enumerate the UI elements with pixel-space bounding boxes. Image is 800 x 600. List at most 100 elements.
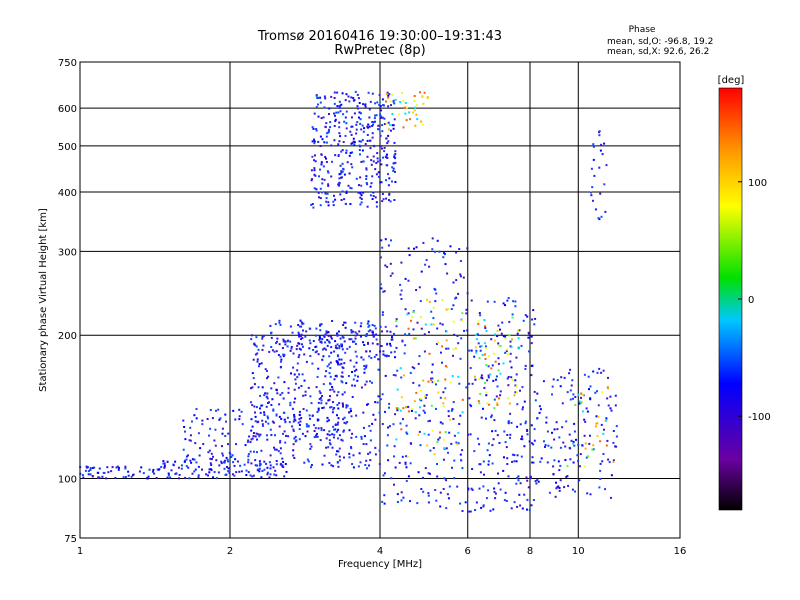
echo-point xyxy=(577,443,580,446)
echo-point xyxy=(417,433,420,436)
echo-point xyxy=(289,340,292,343)
echo-point xyxy=(369,147,372,150)
echo-point xyxy=(359,196,362,199)
echo-point xyxy=(122,476,125,479)
echo-point xyxy=(279,323,282,326)
echo-point xyxy=(485,394,488,397)
echo-point xyxy=(452,418,455,420)
echo-point xyxy=(96,471,99,474)
echo-point xyxy=(359,153,361,156)
echo-point xyxy=(386,354,389,357)
echo-point xyxy=(479,463,482,466)
echo-point xyxy=(206,418,209,420)
echo-point xyxy=(235,471,238,474)
echo-point xyxy=(359,203,362,206)
echo-point xyxy=(504,304,506,307)
echo-point xyxy=(319,397,322,399)
echo-point xyxy=(489,509,492,512)
echo-point xyxy=(345,406,348,409)
echo-point xyxy=(608,461,611,464)
echo-point xyxy=(407,247,410,250)
echo-point xyxy=(440,351,442,354)
x-tick-label: 6 xyxy=(465,546,471,557)
echo-point xyxy=(235,443,237,446)
echo-point xyxy=(309,395,312,398)
echo-point xyxy=(153,472,156,475)
echo-point xyxy=(193,414,196,417)
echo-point xyxy=(405,406,407,409)
echo-point xyxy=(550,446,553,449)
echo-point xyxy=(381,246,384,249)
echo-point xyxy=(537,480,540,483)
echo-point xyxy=(266,471,269,474)
echo-point xyxy=(305,425,308,428)
echo-point xyxy=(443,447,446,450)
echo-point xyxy=(258,470,261,473)
echo-point xyxy=(473,375,476,378)
echo-point xyxy=(499,390,502,393)
x-axis-label: Frequency [MHz] xyxy=(338,559,422,570)
echo-point xyxy=(405,119,408,122)
echo-point xyxy=(506,434,509,436)
echo-point xyxy=(491,462,494,465)
echo-point xyxy=(270,404,273,406)
echo-point xyxy=(339,164,342,167)
echo-point xyxy=(486,402,489,405)
echo-point xyxy=(105,477,108,480)
echo-point xyxy=(527,336,530,339)
echo-point xyxy=(506,353,509,356)
echo-point xyxy=(531,461,534,464)
echo-point xyxy=(213,439,216,442)
echo-point xyxy=(599,440,602,443)
echo-point xyxy=(293,415,296,418)
echo-point xyxy=(307,386,310,389)
echo-point xyxy=(341,402,344,405)
echo-point xyxy=(250,334,253,337)
echo-point xyxy=(252,435,255,437)
echo-point xyxy=(340,171,343,174)
echo-point xyxy=(324,126,327,129)
echo-point xyxy=(469,367,472,369)
echo-point xyxy=(381,116,384,119)
echo-point xyxy=(411,408,414,410)
echo-point xyxy=(362,160,365,163)
echo-point xyxy=(490,416,493,419)
echo-point xyxy=(380,115,382,118)
echo-point xyxy=(178,473,181,476)
echo-point xyxy=(337,391,340,394)
echo-point xyxy=(603,428,605,431)
echo-point xyxy=(375,162,378,164)
echo-point xyxy=(298,373,301,376)
echo-point xyxy=(522,319,525,322)
echo-point xyxy=(215,459,218,462)
echo-point xyxy=(333,378,336,381)
echo-point xyxy=(459,273,462,276)
echo-point xyxy=(345,149,348,152)
echo-point xyxy=(381,330,383,333)
echo-point xyxy=(518,329,521,332)
echo-point xyxy=(555,421,558,424)
echo-point xyxy=(324,97,327,100)
echo-point xyxy=(494,497,497,500)
echo-point xyxy=(496,335,499,337)
echo-point xyxy=(325,141,328,144)
echo-point xyxy=(434,288,437,291)
echo-point xyxy=(437,341,440,344)
echo-point xyxy=(380,109,383,112)
echo-point xyxy=(229,453,232,456)
echo-point xyxy=(502,302,505,305)
echo-point xyxy=(395,407,398,410)
echo-point xyxy=(316,432,318,435)
echo-point xyxy=(333,390,336,393)
echo-point xyxy=(394,157,397,160)
echo-point xyxy=(586,410,589,413)
echo-point xyxy=(572,442,575,445)
echo-point xyxy=(571,379,574,382)
echo-point xyxy=(577,393,580,396)
echo-point xyxy=(210,452,213,455)
echo-point xyxy=(183,460,186,463)
echo-point xyxy=(478,357,481,360)
echo-point xyxy=(383,494,386,497)
echo-point xyxy=(263,394,266,397)
echo-point xyxy=(588,388,590,391)
